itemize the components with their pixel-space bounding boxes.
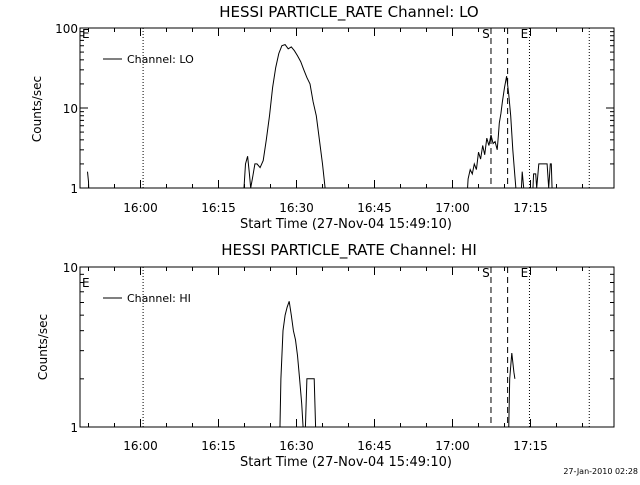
x-tick-label: 16:00 [123,439,158,453]
x-tick-label: 17:15 [513,201,548,215]
x-tick-label: 16:15 [201,439,236,453]
corner-marker-label: E [82,27,90,41]
x-tick-label: 16:45 [357,201,392,215]
x-tick-label: 16:15 [201,201,236,215]
y-axis-label: Counts/sec [30,76,44,142]
x-axis-label: Start Time (27-Nov-04 15:49:10) [240,455,452,470]
legend-entry: Channel: LO [127,53,194,66]
x-tick-label: 17:00 [435,201,470,215]
hi-channel-panel: HESSI PARTICLE_RATE Channel: HI Start Ti… [36,241,615,470]
y-tick-label: 10 [63,102,78,116]
x-tick-label: 16:45 [357,439,392,453]
footer-timestamp: 27-Jan-2010 02:28 [563,467,638,476]
x-axis-label: Start Time (27-Nov-04 15:49:10) [240,217,452,232]
x-tick-label: 17:00 [435,439,470,453]
plot-frame [79,266,615,428]
lo-channel-panel: HESSI PARTICLE_RATE Channel: LO Start Ti… [30,3,615,232]
chart-title: HESSI PARTICLE_RATE Channel: LO [219,3,478,22]
legend-entry: Channel: HI [127,292,191,305]
marker-label: S [482,266,490,280]
y-tick-label: 1 [70,182,78,196]
y-axis-label: Counts/sec [36,314,50,380]
series-line [87,44,553,188]
plot-frame [79,27,615,189]
chart-title: HESSI PARTICLE_RATE Channel: HI [221,241,477,260]
x-tick-label: 16:30 [279,201,314,215]
y-tick-label: 100 [55,22,78,36]
y-tick-label: 1 [70,421,78,435]
marker-label: E [521,27,529,41]
x-tick-label: 16:00 [123,201,158,215]
series-line [279,301,516,427]
marker-label: S [482,27,490,41]
y-tick-label: 10 [63,261,78,275]
marker-label: E [521,266,529,280]
corner-marker-label: E [82,276,90,290]
x-tick-label: 17:15 [513,439,548,453]
x-tick-label: 16:30 [279,439,314,453]
